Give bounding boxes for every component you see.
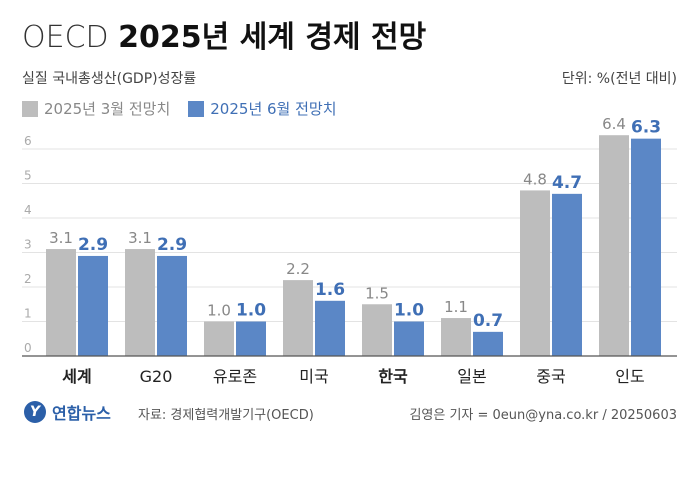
data-label: 1.0 [207,302,231,320]
data-label: 6.4 [602,115,626,133]
bar [204,321,234,356]
data-label: 4.8 [523,170,547,188]
x-tick-label: 유로존 [213,367,257,386]
data-label: 1.0 [394,301,424,321]
y-tick-label: 2 [24,272,32,286]
y-tick-label: 3 [24,238,32,252]
x-tick-label: 세계 [62,367,91,386]
title-main: 2025년 세계 경제 전망 [118,20,427,55]
data-label: 1.6 [315,280,345,300]
bar [441,318,471,356]
data-label: 2.9 [78,235,108,255]
x-tick-label: G20 [140,367,173,386]
x-tick-label: 인도 [615,367,644,386]
x-tick-label: 일본 [457,367,486,386]
bar [631,138,661,356]
chart-legend: 2025년 3월 전망치 2025년 6월 전망치 [22,98,337,119]
bar [552,193,582,356]
bar [394,321,424,356]
bar [125,249,155,356]
bar [520,190,550,356]
bar [473,331,503,356]
data-label: 0.7 [473,311,503,331]
data-label: 1.1 [444,298,468,316]
data-label: 1.0 [236,301,266,321]
x-tick-label: 한국 [378,367,408,386]
y-tick-label: 6 [24,134,32,148]
data-label: 2.9 [157,235,187,255]
bar [236,321,266,356]
legend-label-march: 2025년 3월 전망치 [44,100,171,118]
legend-swatch-june [188,100,205,117]
y-tick-label: 4 [24,203,32,217]
data-label: 3.1 [49,229,73,247]
bar [315,300,345,356]
footer-logo: Y 연합뉴스 [24,400,111,424]
x-tick-label: 미국 [299,367,328,386]
bar [362,304,392,356]
data-label: 4.7 [552,173,582,193]
credit-note: 김영은 기자 = 0eun@yna.co.kr / 20250603 [409,408,677,423]
y-tick-label: 1 [24,307,32,321]
y-tick-label: 5 [24,169,32,183]
bar [283,280,313,356]
data-label: 1.5 [365,284,389,302]
unit-label: 단위: %(전년 대비) [561,71,677,87]
logo-text: 연합뉴스 [52,404,111,423]
data-label: 6.3 [631,118,661,138]
chart-subtitle: 실질 국내총생산(GDP)성장률 [22,71,197,87]
legend-item-march: 2025년 3월 전망치 [22,98,170,119]
y-tick-label: 0 [24,341,32,355]
source-note: 자료: 경제협력개발기구(OECD) [138,408,314,423]
x-tick-label: 중국 [536,367,565,386]
bar [157,255,187,356]
data-label: 3.1 [128,229,152,247]
bar [599,135,629,356]
bar [46,249,76,356]
legend-swatch-march [22,100,38,117]
legend-item-june: 2025년 6월 전망치 [188,98,337,119]
legend-label-june: 2025년 6월 전망치 [210,100,337,118]
page-title: OECD 2025년 세계 경제 전망 [22,12,426,56]
yonhap-logo-icon: Y [24,401,46,423]
data-label: 2.2 [286,260,310,278]
bar [78,255,108,356]
title-org: OECD [22,20,109,55]
